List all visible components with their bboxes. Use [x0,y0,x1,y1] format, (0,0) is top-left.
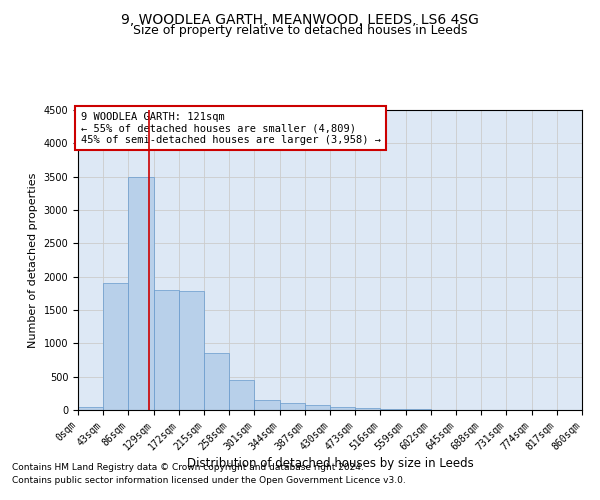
Bar [78,406,103,410]
Bar [305,405,330,410]
Bar [154,290,179,410]
Bar [229,380,254,410]
Text: 9 WOODLEA GARTH: 121sqm
← 55% of detached houses are smaller (4,809)
45% of semi: 9 WOODLEA GARTH: 121sqm ← 55% of detache… [80,112,380,144]
X-axis label: Distribution of detached houses by size in Leeds: Distribution of detached houses by size … [187,458,473,470]
Y-axis label: Number of detached properties: Number of detached properties [28,172,38,348]
Bar [330,406,355,410]
Bar [204,354,229,410]
Bar [355,408,380,410]
Text: Size of property relative to detached houses in Leeds: Size of property relative to detached ho… [133,24,467,37]
Bar [103,284,128,410]
Bar [179,292,204,410]
Text: Contains HM Land Registry data © Crown copyright and database right 2024.: Contains HM Land Registry data © Crown c… [12,464,364,472]
Bar [254,400,280,410]
Bar [280,404,305,410]
Text: Contains public sector information licensed under the Open Government Licence v3: Contains public sector information licen… [12,476,406,485]
Bar [128,176,154,410]
Text: 9, WOODLEA GARTH, MEANWOOD, LEEDS, LS6 4SG: 9, WOODLEA GARTH, MEANWOOD, LEEDS, LS6 4… [121,12,479,26]
Bar [380,409,406,410]
